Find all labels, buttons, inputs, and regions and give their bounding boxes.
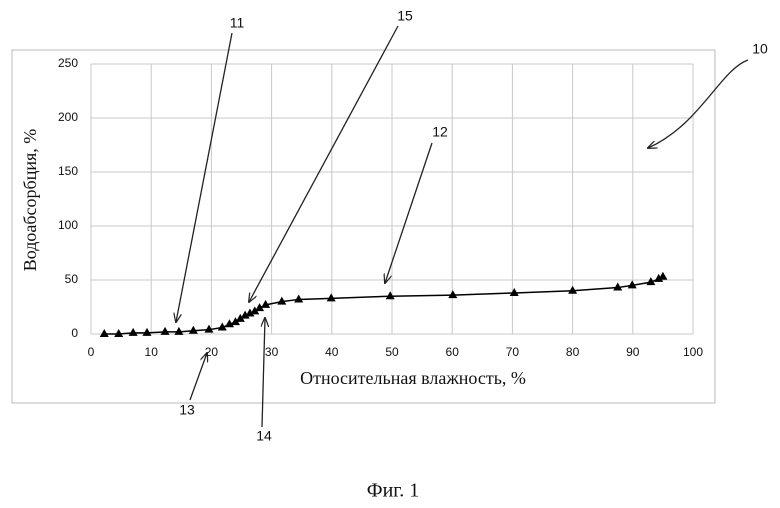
annotation: 12 bbox=[432, 124, 448, 140]
x-tick-label: 100 bbox=[683, 345, 703, 359]
y-tick-label: 250 bbox=[58, 56, 78, 70]
annotation: 14 bbox=[256, 428, 272, 444]
x-tick-label: 10 bbox=[145, 345, 159, 359]
data-point bbox=[327, 293, 336, 301]
y-tick-label: 100 bbox=[58, 218, 78, 232]
x-tick-label: 90 bbox=[626, 345, 640, 359]
figure: 0 10 20 30 40 50 60 70 80 90 100 0 50 100 150 200 250 От… bbox=[0, 0, 780, 508]
data-line bbox=[104, 277, 663, 334]
x-tick-label: 20 bbox=[205, 345, 219, 359]
data-point bbox=[161, 327, 170, 335]
data-point bbox=[386, 291, 395, 299]
arrow bbox=[176, 33, 232, 322]
arrow bbox=[190, 353, 207, 400]
data-point bbox=[658, 272, 667, 280]
x-axis-label: Относительная влажность, % bbox=[300, 368, 526, 388]
x-tick-label: 50 bbox=[385, 345, 399, 359]
x-tick-label: 80 bbox=[566, 345, 580, 359]
y-tick-label: 50 bbox=[65, 272, 79, 286]
data-point bbox=[114, 329, 123, 337]
annotation: 13 bbox=[179, 402, 195, 418]
y-axis-label: Водоабсорбция, % bbox=[20, 129, 40, 271]
annotation: 10 bbox=[752, 41, 768, 57]
y-tick-label: 0 bbox=[71, 326, 78, 340]
plot: 0 10 20 30 40 50 60 70 80 90 100 0 50 100 150 200 250 bbox=[58, 56, 703, 359]
data-point bbox=[142, 328, 151, 336]
data-point bbox=[100, 329, 109, 337]
x-tick-label: 40 bbox=[325, 345, 339, 359]
x-tick-label: 0 bbox=[88, 345, 95, 359]
data-point bbox=[294, 294, 303, 302]
y-tick-label: 150 bbox=[58, 164, 78, 178]
data-point bbox=[174, 327, 183, 335]
data-point bbox=[510, 288, 519, 296]
y-tick-label: 200 bbox=[58, 110, 78, 124]
x-tick-label: 70 bbox=[506, 345, 520, 359]
data-point bbox=[129, 328, 138, 336]
data-point bbox=[568, 286, 577, 294]
arrow bbox=[648, 60, 748, 148]
data-point bbox=[448, 290, 457, 298]
x-tick-label: 60 bbox=[446, 345, 460, 359]
annotation: 11 bbox=[230, 15, 245, 31]
data-point bbox=[189, 326, 198, 334]
caption: Фиг. 1 bbox=[367, 480, 419, 502]
x-tick-label: 30 bbox=[265, 345, 279, 359]
annotation: 15 bbox=[397, 8, 413, 24]
